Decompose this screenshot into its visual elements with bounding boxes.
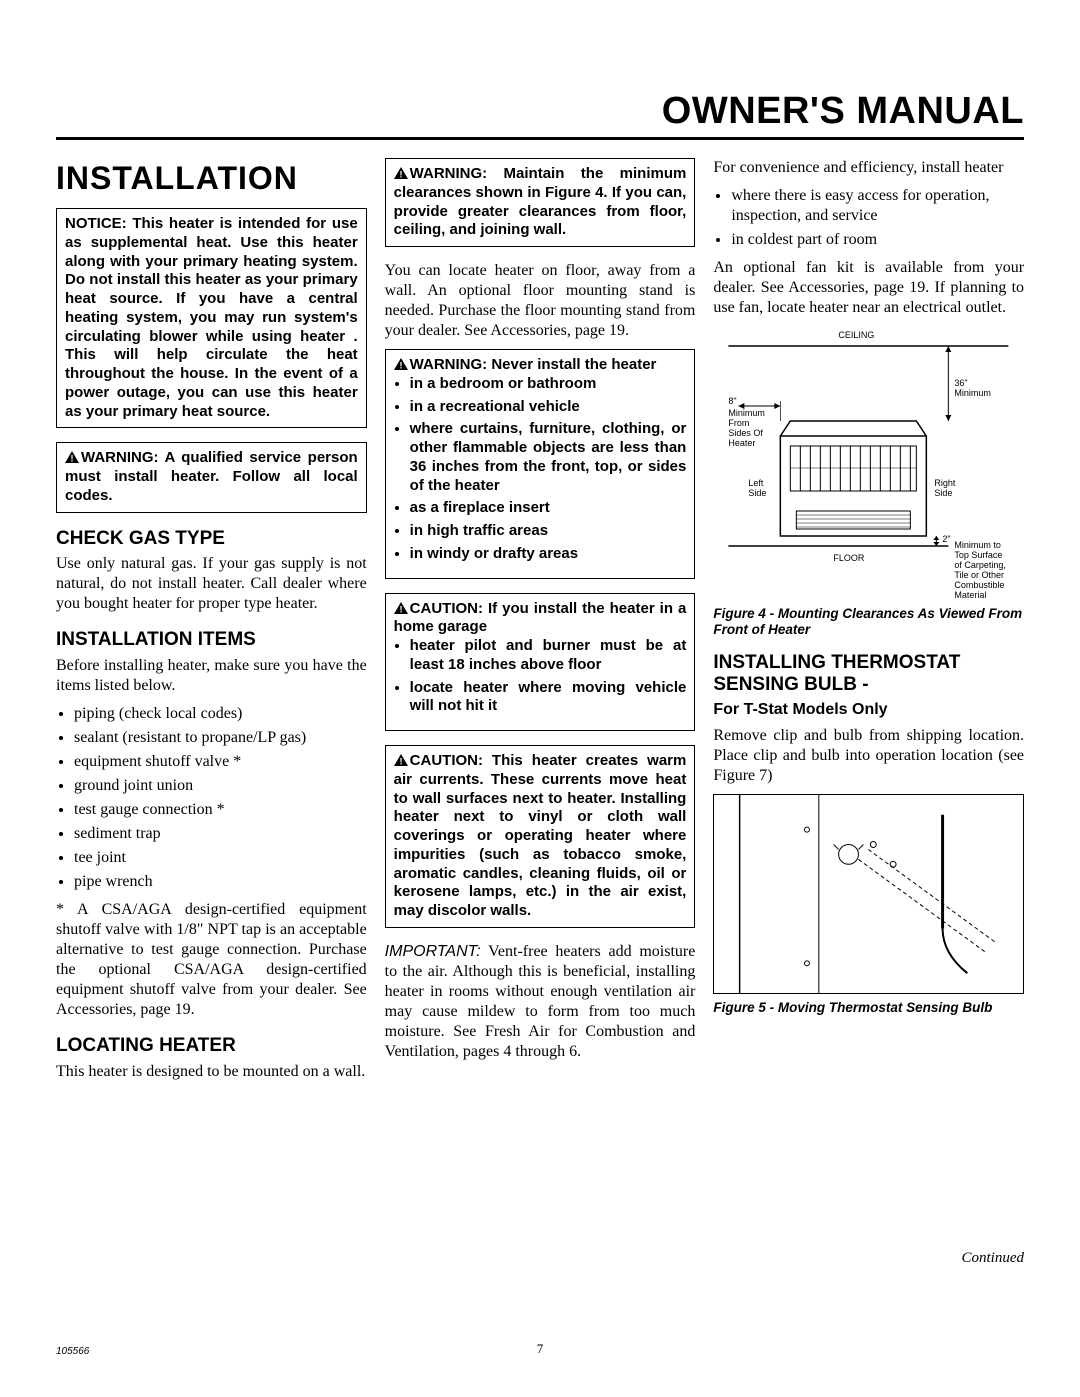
svg-text:Sides Of: Sides Of [729, 428, 764, 438]
svg-text:Minimum: Minimum [729, 408, 766, 418]
content-columns: INSTALLATION NOTICE: This heater is inte… [56, 158, 1024, 1090]
caution-garage-box: !CAUTION: If you install the heater in a… [385, 593, 696, 732]
warning-icon: ! [394, 754, 408, 766]
locating-heater-heading: LOCATING HEATER [56, 1034, 367, 1058]
list-item: test gauge connection * [74, 800, 367, 820]
warning-icon: ! [394, 602, 408, 614]
heater-icon [781, 421, 927, 536]
svg-text:Minimum to: Minimum to [955, 540, 1002, 550]
warning-never-head: WARNING: Never install the heater [410, 356, 657, 373]
list-item: as a fireplace insert [410, 499, 687, 518]
important-text: IMPORTANT: Vent-free heaters add moistur… [385, 942, 696, 1062]
installation-heading: INSTALLATION [56, 158, 367, 198]
svg-text:2": 2" [943, 534, 951, 544]
check-gas-text: Use only natural gas. If your gas supply… [56, 554, 367, 614]
header-rule: OWNER'S MANUAL [56, 90, 1024, 140]
svg-text:Side: Side [935, 488, 953, 498]
list-item: in a bedroom or bathroom [410, 375, 687, 394]
warning-icon: ! [65, 451, 79, 463]
continued-label: Continued [962, 1250, 1025, 1267]
warning-icon: ! [394, 167, 408, 179]
figure-4-svg: CEILING FLOOR 8" [713, 326, 1024, 606]
svg-text:Heater: Heater [729, 438, 756, 448]
thermostat-text: Remove clip and bulb from shipping locat… [713, 726, 1024, 786]
label-floor: FLOOR [834, 553, 866, 563]
list-item: in a recreational vehicle [410, 398, 687, 417]
svg-text:Right: Right [935, 478, 957, 488]
svg-text:From: From [729, 418, 750, 428]
svg-text:Side: Side [749, 488, 767, 498]
fan-kit-text: An optional fan kit is available from yo… [713, 258, 1024, 318]
list-item: in windy or drafty areas [410, 545, 687, 564]
warning-never-box: ! WARNING: Never install the heater in a … [385, 349, 696, 579]
figure-5 [713, 794, 1024, 994]
list-item: sealant (resistant to propane/LP gas) [74, 728, 367, 748]
list-item: in coldest part of room [731, 230, 1024, 250]
check-gas-heading: CHECK GAS TYPE [56, 527, 367, 551]
svg-text:!: ! [71, 454, 74, 464]
svg-text:!: ! [399, 604, 402, 614]
caution-discolor-box: !CAUTION: This heater creates warm air c… [385, 745, 696, 928]
list-item: heater pilot and burner must be at least… [410, 637, 687, 675]
svg-text:Combustible: Combustible [955, 580, 1005, 590]
warning-icon: ! [394, 358, 408, 370]
svg-text:36": 36" [955, 378, 968, 388]
caution-discolor-text: CAUTION: This heater creates warm air cu… [394, 752, 687, 919]
page-header: OWNER'S MANUAL [56, 90, 1024, 133]
svg-text:Minimum: Minimum [955, 388, 992, 398]
figure-4-caption: Figure 4 - Mounting Clearances As Viewed… [713, 606, 1024, 638]
locating-heater-text: This heater is designed to be mounted on… [56, 1062, 367, 1082]
thermostat-heading: INSTALLING THERMOSTAT SENSING BULB - [713, 652, 1024, 696]
items-footnote: * A CSA/AGA design-certified equipment s… [56, 900, 367, 1020]
list-item: locate heater where moving vehicle will … [410, 679, 687, 717]
important-body: Vent-free heaters add moisture to the ai… [385, 943, 696, 1060]
column-2: !WARNING: Maintain the minimum clearance… [385, 158, 696, 1090]
warning-clearances-text: WARNING: Maintain the minimum clearances… [394, 165, 687, 238]
list-item: piping (check local codes) [74, 704, 367, 724]
notice-text: NOTICE: This heater is intended for use … [65, 215, 358, 420]
convenience-list: where there is easy access for operation… [713, 186, 1024, 250]
figure-5-svg [714, 795, 1023, 993]
list-item: where curtains, furniture, clothing, or … [410, 420, 687, 495]
installation-items-intro: Before installing heater, make sure you … [56, 656, 367, 696]
svg-text:Material: Material [955, 590, 987, 600]
warning-clearances-box: !WARNING: Maintain the minimum clearance… [385, 158, 696, 247]
svg-text:of Carpeting,: of Carpeting, [955, 560, 1007, 570]
warning-never-list: in a bedroom or bathroom in a recreation… [394, 375, 687, 564]
important-lead: IMPORTANT: [385, 943, 481, 960]
figure-4: CEILING FLOOR 8" [713, 326, 1024, 606]
svg-text:8": 8" [729, 396, 737, 406]
svg-text:Left: Left [749, 478, 765, 488]
list-item: in high traffic areas [410, 522, 687, 541]
svg-text:Top Surface: Top Surface [955, 550, 1003, 560]
list-item: sediment trap [74, 824, 367, 844]
list-item: pipe wrench [74, 872, 367, 892]
warning-qualified-box: !WARNING: A qualified service person mus… [56, 442, 367, 512]
convenience-text: For convenience and efficiency, install … [713, 158, 1024, 178]
column-1: INSTALLATION NOTICE: This heater is inte… [56, 158, 367, 1090]
svg-text:Tile or Other: Tile or Other [955, 570, 1005, 580]
list-item: where there is easy access for operation… [731, 186, 1024, 226]
svg-text:!: ! [399, 170, 402, 180]
warning-qualified-text: WARNING: A qualified service person must… [65, 449, 358, 504]
page-number: 7 [0, 1341, 1080, 1357]
column-3: For convenience and efficiency, install … [713, 158, 1024, 1090]
floor-mount-text: You can locate heater on floor, away fro… [385, 261, 696, 341]
label-ceiling: CEILING [839, 330, 875, 340]
svg-text:!: ! [399, 361, 402, 371]
notice-box: NOTICE: This heater is intended for use … [56, 208, 367, 428]
svg-text:!: ! [399, 757, 402, 767]
figure-5-caption: Figure 5 - Moving Thermostat Sensing Bul… [713, 1000, 1024, 1016]
caution-garage-head: CAUTION: If you install the heater in a … [394, 600, 687, 636]
list-item: equipment shutoff valve * [74, 752, 367, 772]
installation-items-heading: INSTALLATION ITEMS [56, 628, 367, 652]
list-item: tee joint [74, 848, 367, 868]
installation-items-list: piping (check local codes) sealant (resi… [56, 704, 367, 892]
caution-garage-list: heater pilot and burner must be at least… [394, 637, 687, 716]
list-item: ground joint union [74, 776, 367, 796]
thermostat-subheading: For T-Stat Models Only [713, 700, 1024, 720]
